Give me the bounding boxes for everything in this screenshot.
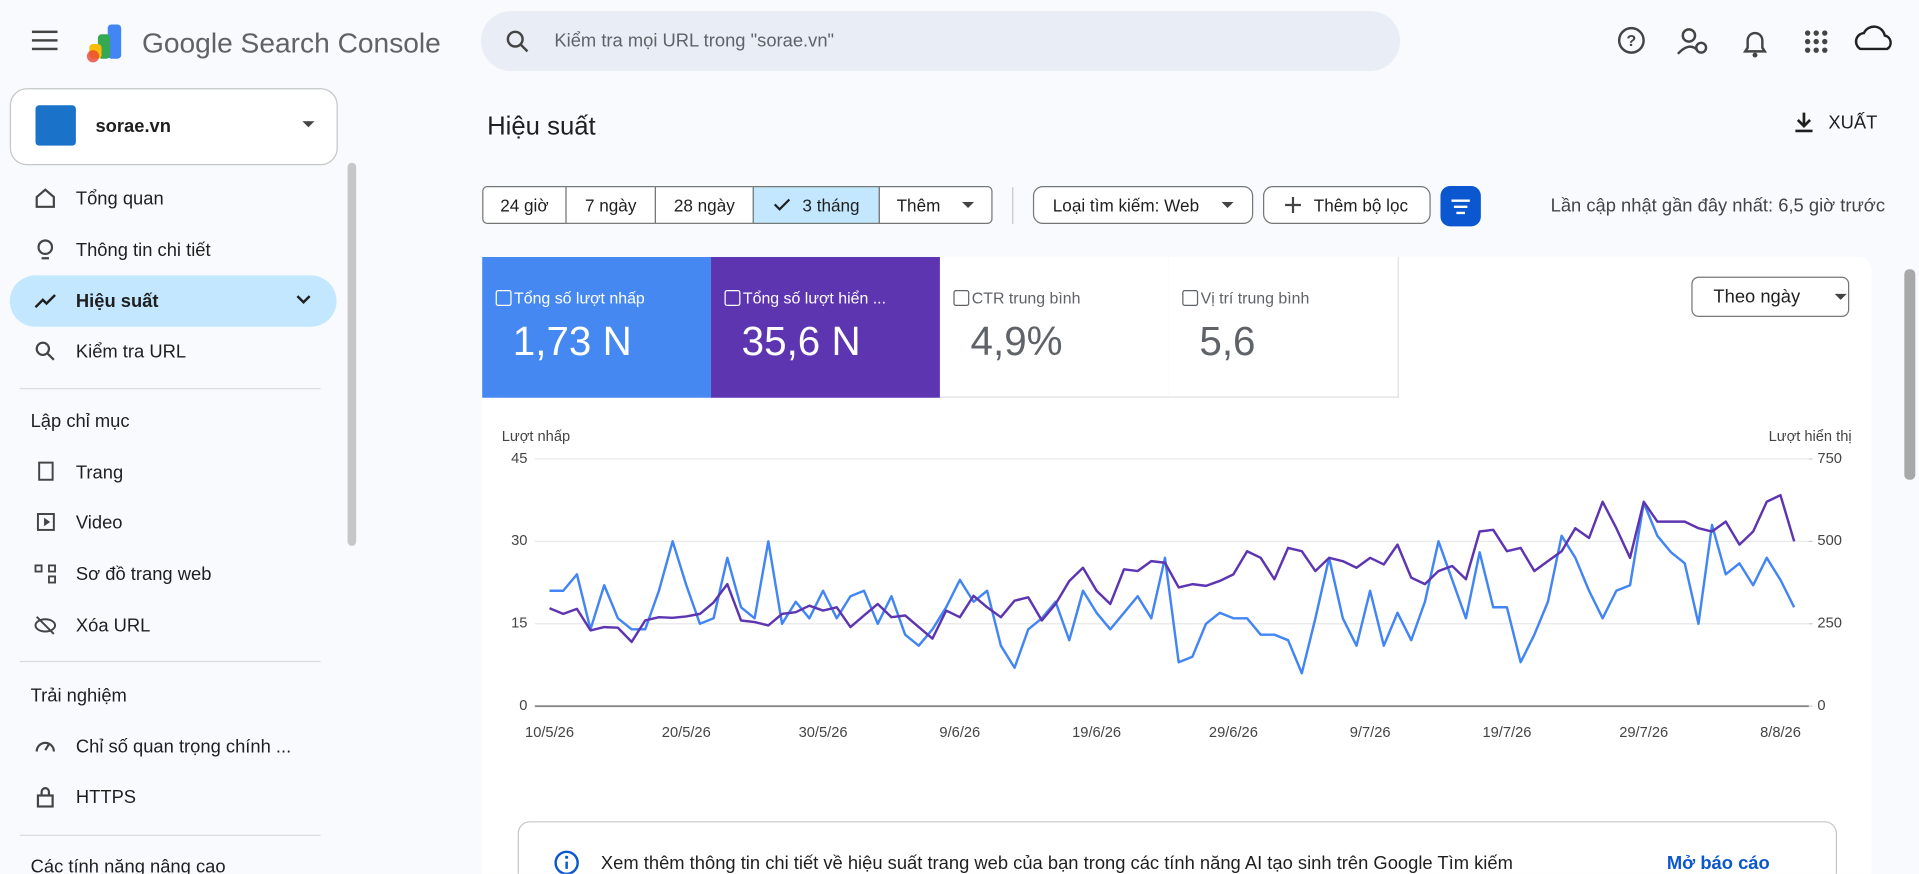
nav-label: Xóa URL xyxy=(75,614,151,636)
y-tick-label: 45 xyxy=(511,451,527,467)
property-icon xyxy=(35,105,76,146)
section-title[interactable]: Lập chỉ mục xyxy=(30,411,130,433)
chip-label: Thêm xyxy=(896,195,941,215)
x-tick-label: 19/6/26 xyxy=(1072,725,1121,741)
property-name: sorae.vn xyxy=(95,116,171,138)
nav-label: HTTPS xyxy=(75,786,137,808)
nav-label: Tổng quan xyxy=(75,187,164,209)
scrollbar[interactable] xyxy=(1904,269,1916,480)
x-tick-label: 30/5/26 xyxy=(799,725,848,741)
page-title: Hiệu suất xyxy=(487,112,596,141)
divider xyxy=(19,387,321,390)
dropdown-arrow xyxy=(302,121,315,128)
metric-value: 1,73 N xyxy=(512,318,632,364)
y-axis-title: Lượt nhấp xyxy=(502,429,570,445)
product-name: Google Search Console xyxy=(141,26,441,59)
last-updated: Lần cập nhật gần đây nhất: 6,5 giờ trước xyxy=(1550,195,1886,217)
y2-tick-label: 750 xyxy=(1817,451,1841,467)
nav-item[interactable]: Kiểm tra URL xyxy=(10,326,337,377)
nav-item[interactable]: Xóa URL xyxy=(10,600,337,651)
info-banner: Xem thêm thông tin chi tiết về hiệu suất… xyxy=(517,821,1837,874)
divider xyxy=(19,660,321,663)
scrollbar[interactable] xyxy=(347,162,357,546)
nav-item[interactable]: HTTPS xyxy=(10,771,337,822)
nav-label: Chỉ số quan trọng chính ... xyxy=(75,736,292,757)
metric-card[interactable]: Vị trí trung bình 5,6 xyxy=(1168,257,1399,398)
banner-text: Xem thêm thông tin chi tiết về hiệu suất… xyxy=(600,853,1513,874)
x-tick-label: 20/5/26 xyxy=(662,725,711,741)
svg-text:?: ? xyxy=(1627,33,1637,50)
search-type[interactable]: Loại tìm kiếm: Web xyxy=(1032,186,1254,224)
section-title[interactable]: Trải nghiệm xyxy=(30,685,127,707)
x-tick-label: 19/7/26 xyxy=(1482,725,1531,741)
filter-button[interactable] xyxy=(1440,186,1481,227)
metric-card[interactable]: CTR trung bình 4,9% xyxy=(939,257,1171,398)
y2-tick-label: 0 xyxy=(1817,698,1825,714)
date-range-selected[interactable]: 3 tháng xyxy=(752,186,880,224)
menu-icon[interactable] xyxy=(31,29,59,51)
nav-label: Hiệu suất xyxy=(75,290,159,312)
section-title[interactable]: Các tính năng nâng cao xyxy=(30,856,226,874)
add-filter[interactable]: Thêm bộ lọc xyxy=(1263,186,1431,224)
y-tick-label: 30 xyxy=(511,533,527,549)
chip-label: 28 ngày xyxy=(673,195,735,215)
chip-label: Loại tìm kiếm: Web xyxy=(1052,195,1200,215)
x-tick-label: 9/7/26 xyxy=(1350,725,1391,741)
chip-label: 3 tháng xyxy=(802,195,860,215)
date-range[interactable]: 7 ngày xyxy=(565,186,656,224)
nav-item[interactable]: Video xyxy=(10,497,337,548)
metric-value: 4,9% xyxy=(970,318,1063,364)
nav-label: Sơ đồ trang web xyxy=(75,563,212,585)
export-label: XUẤT xyxy=(1828,111,1878,133)
property-selector[interactable]: sorae.vn xyxy=(9,88,338,166)
search-icon xyxy=(506,30,529,53)
logo xyxy=(86,24,122,63)
series-line xyxy=(549,501,1796,675)
y-tick-label: 15 xyxy=(511,616,527,632)
nav-item[interactable]: Hiệu suất xyxy=(9,275,337,327)
chip-label: 7 ngày xyxy=(584,195,637,215)
chip-label: Thêm bộ lọc xyxy=(1313,195,1409,215)
divider xyxy=(19,834,321,836)
metric-card[interactable]: Tổng số lượt nhấp 1,73 N xyxy=(482,257,713,398)
more-button[interactable]: Thêm xyxy=(878,186,993,224)
banner-link[interactable]: Mở báo cáo xyxy=(1666,853,1770,874)
select-label: Theo ngày xyxy=(1713,286,1801,308)
metric-value: 35,6 N xyxy=(741,318,861,364)
x-tick-label: 10/5/26 xyxy=(525,725,574,741)
x-tick-label: 29/6/26 xyxy=(1209,725,1258,741)
x-tick-label: 9/6/26 xyxy=(939,725,980,741)
nav-item[interactable]: Thông tin chi tiết xyxy=(10,224,337,275)
export-button[interactable]: XUẤT xyxy=(1794,111,1877,133)
y2-axis-title: Lượt hiển thị xyxy=(1769,429,1852,445)
granularity-select[interactable]: Theo ngày xyxy=(1691,276,1850,317)
x-tick-label: 29/7/26 xyxy=(1619,725,1668,741)
y2-tick-label: 250 xyxy=(1817,616,1841,632)
x-tick-label: 8/8/26 xyxy=(1760,725,1801,741)
nav-item[interactable]: Tổng quan xyxy=(10,173,337,224)
y-tick-label: 0 xyxy=(519,698,527,714)
chip-label: 24 giờ xyxy=(500,195,549,215)
series-line xyxy=(549,493,1796,644)
nav-label: Trang xyxy=(75,462,124,483)
y2-tick-label: 500 xyxy=(1817,533,1841,549)
nav-label: Kiểm tra URL xyxy=(75,340,187,362)
metric-card[interactable]: Tổng số lượt hiển ... 35,6 N xyxy=(711,257,942,398)
date-range[interactable]: 28 ngày xyxy=(654,186,754,224)
search-box[interactable]: Kiểm tra mọi URL trong "sorae.vn" xyxy=(480,11,1401,71)
nav-item[interactable]: Trang xyxy=(10,447,337,498)
nav-item[interactable]: Sơ đồ trang web xyxy=(10,548,337,599)
nav-label: Video xyxy=(75,512,123,533)
metric-value: 5,6 xyxy=(1199,318,1256,364)
date-range[interactable]: 24 giờ xyxy=(482,186,567,224)
header-icons[interactable]: ? xyxy=(1615,24,1909,61)
nav-item[interactable]: Chỉ số quan trọng chính ... xyxy=(10,721,337,772)
search-placeholder: Kiểm tra mọi URL trong "sorae.vn" xyxy=(554,30,835,52)
divider xyxy=(1012,187,1014,224)
nav-label: Thông tin chi tiết xyxy=(75,239,211,261)
